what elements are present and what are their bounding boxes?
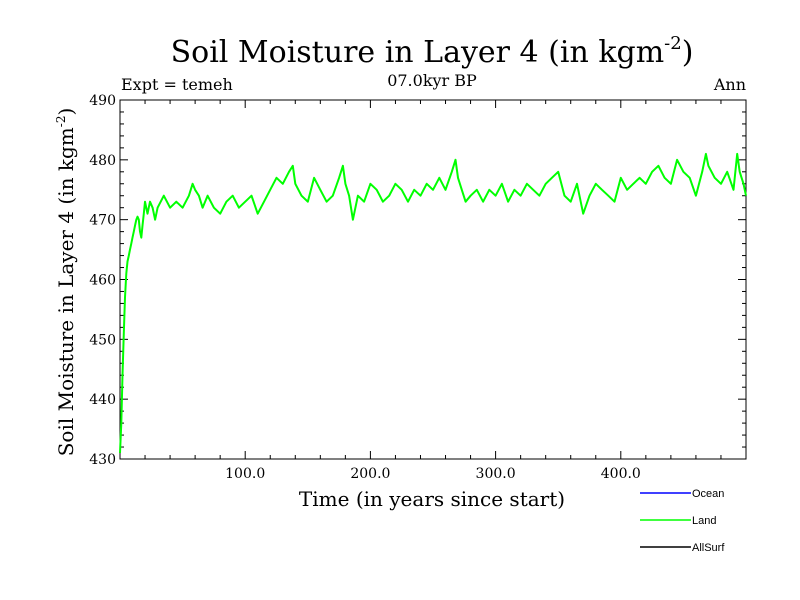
season-label: Ann [713, 75, 746, 94]
y-tick-label: 430 [89, 452, 116, 468]
series-line-land [119, 152, 747, 454]
x-tick-label: 200.0 [350, 466, 390, 482]
y-axis-label: Soil Moisture in Layer 4 (in kgm-2) [54, 108, 78, 457]
legend-label-allsurf: AllSurf [692, 542, 725, 554]
y-axis: 430 440 450 460 470 480 490 [89, 93, 746, 468]
x-axis-label: Time (in years since start) [299, 487, 565, 511]
experiment-label: Expt = temeh [121, 75, 233, 94]
x-tick-label: 400.0 [601, 466, 641, 482]
series-layer [119, 152, 747, 454]
x-axis: 100.0 200.0 300.0 400.0 [144, 100, 722, 482]
legend: Ocean Land AllSurf [640, 488, 725, 554]
x-tick-label: 300.0 [476, 466, 516, 482]
legend-label-ocean: Ocean [692, 488, 724, 500]
y-tick-label: 440 [89, 392, 116, 408]
plot-frame [119, 99, 747, 460]
y-tick-label: 490 [89, 93, 116, 109]
legend-label-land: Land [692, 515, 716, 527]
chart-title: Soil Moisture in Layer 4 (in kgm-2) [171, 33, 694, 70]
y-tick-label: 480 [89, 153, 116, 169]
x-tick-label: 100.0 [225, 466, 265, 482]
period-label: 07.0kyr BP [387, 71, 477, 90]
y-tick-label: 470 [89, 213, 116, 229]
y-tick-label: 460 [89, 273, 116, 289]
y-tick-label: 450 [89, 332, 116, 348]
